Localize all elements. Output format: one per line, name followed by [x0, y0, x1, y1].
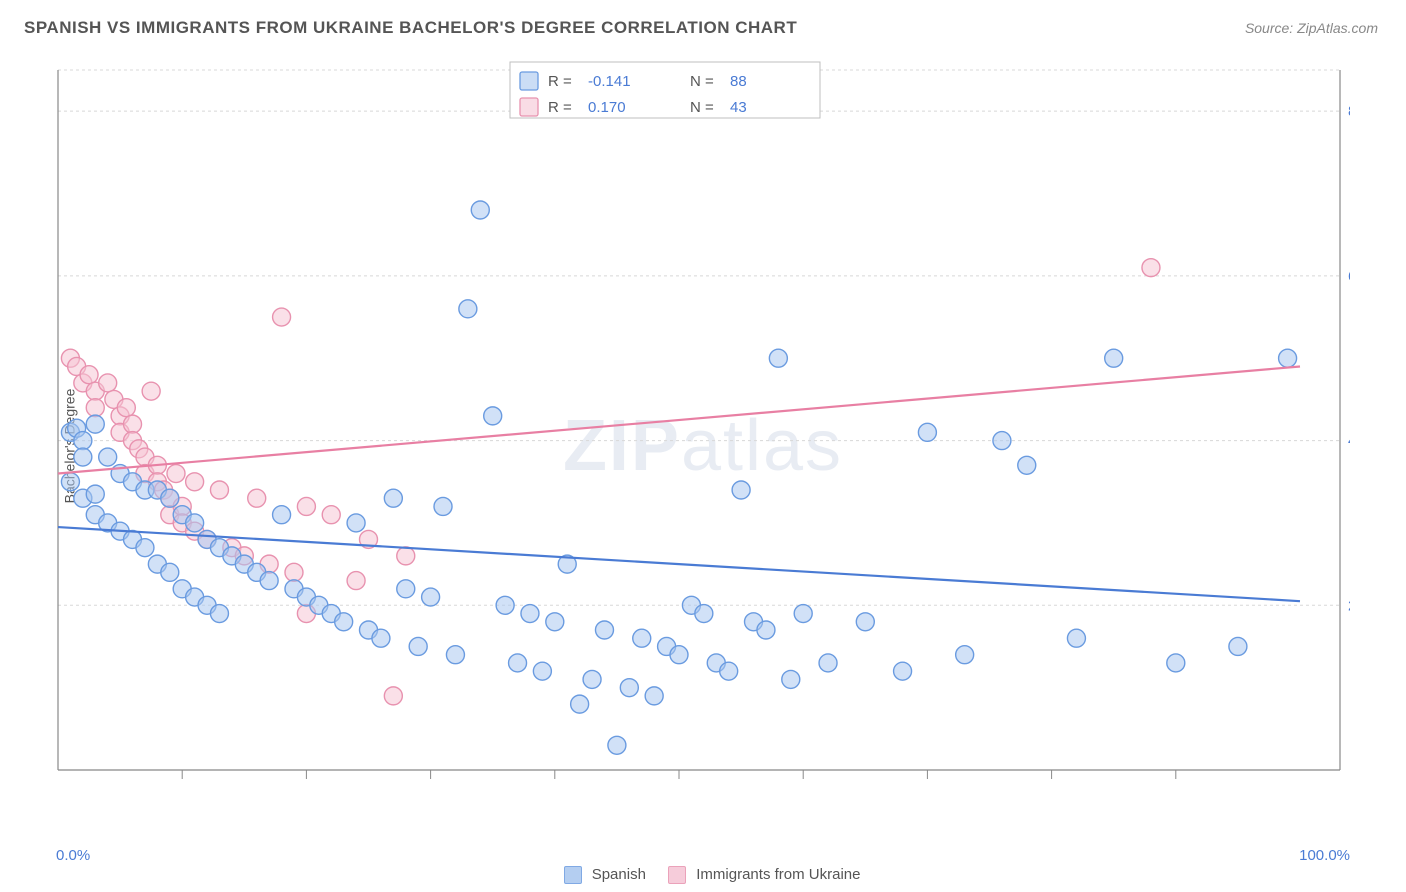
svg-text:0.170: 0.170	[588, 99, 626, 116]
source-name: ZipAtlas.com	[1297, 20, 1378, 36]
svg-text:N =: N =	[690, 73, 714, 90]
source-label: Source:	[1245, 20, 1293, 36]
svg-text:60.0%: 60.0%	[1348, 268, 1350, 285]
bottom-legend: Spanish Immigrants from Ukraine	[0, 866, 1406, 884]
source-attribution: Source: ZipAtlas.com	[1245, 20, 1378, 36]
svg-text:20.0%: 20.0%	[1348, 597, 1350, 614]
svg-text:-0.141: -0.141	[588, 73, 631, 90]
x-axis-start-label: 0.0%	[56, 847, 90, 864]
svg-text:88: 88	[730, 73, 747, 90]
svg-text:N =: N =	[690, 99, 714, 116]
legend-label-ukraine: Immigrants from Ukraine	[696, 866, 860, 883]
svg-text:R =: R =	[548, 99, 572, 116]
legend-swatch-spanish	[564, 866, 582, 884]
svg-text:40.0%: 40.0%	[1348, 433, 1350, 450]
legend-swatch-ukraine	[668, 866, 686, 884]
x-axis-end-label: 100.0%	[1299, 847, 1350, 864]
svg-text:43: 43	[730, 99, 747, 116]
legend-label-spanish: Spanish	[592, 866, 646, 883]
chart-title: SPANISH VS IMMIGRANTS FROM UKRAINE BACHE…	[24, 18, 797, 38]
svg-text:80.0%: 80.0%	[1348, 103, 1350, 120]
scatter-chart: 20.0% 40.0% 60.0% 80.0% R = -0.141 N = 88 R = 0.1…	[50, 50, 1350, 810]
svg-text:R =: R =	[548, 73, 572, 90]
